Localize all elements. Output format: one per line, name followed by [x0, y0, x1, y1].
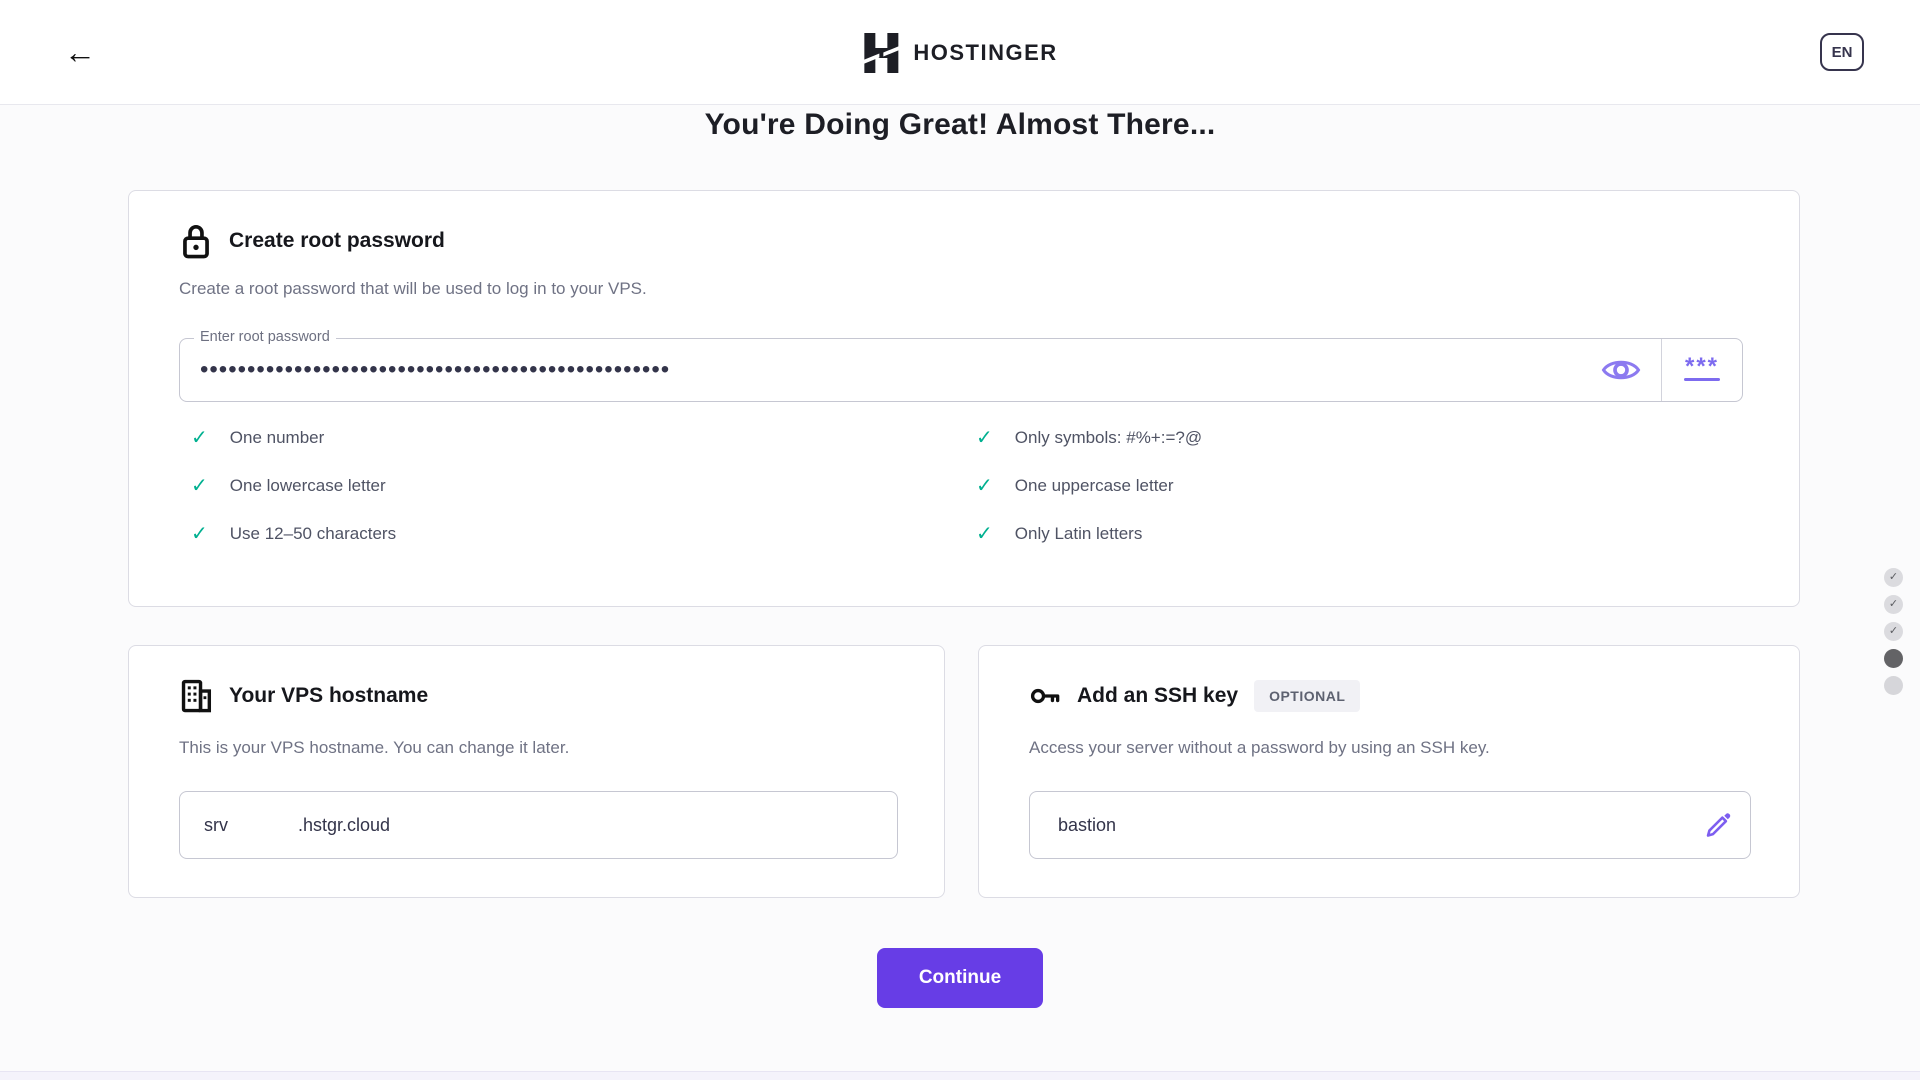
rule-latin-letters: ✓ Only Latin letters — [964, 522, 1659, 546]
check-icon: ✓ — [976, 475, 993, 497]
progress-stepper: ✓ ✓ ✓ — [1884, 568, 1903, 703]
password-field-divider — [1661, 339, 1662, 401]
rule-only-symbols: ✓ Only symbols: #%+:=?@ — [964, 426, 1659, 450]
root-password-field[interactable]: Enter root password ••••••••••••••••••••… — [179, 329, 1743, 402]
back-button[interactable]: ← — [56, 28, 104, 76]
step-upcoming-dot — [1884, 676, 1903, 695]
rule-one-uppercase: ✓ One uppercase letter — [964, 474, 1659, 498]
password-card-description: Create a root password that will be used… — [179, 279, 647, 298]
create-root-password-card: Create root password Create a root passw… — [128, 190, 1800, 607]
brand-name: HOSTINGER — [913, 39, 1058, 65]
bottom-accent-strip — [0, 1071, 1920, 1080]
root-password-field-label: Enter root password — [194, 329, 336, 345]
step-done-icon: ✓ — [1884, 595, 1903, 614]
check-icon: ✓ — [191, 475, 208, 497]
check-icon: ✓ — [976, 523, 993, 545]
continue-button[interactable]: Continue — [877, 948, 1043, 1008]
check-icon: ✓ — [976, 427, 993, 449]
check-icon: ✓ — [1888, 598, 1899, 610]
optional-badge: OPTIONAL — [1254, 680, 1361, 712]
hostname-field[interactable]: srv .hstgr.cloud — [179, 791, 898, 859]
ssh-key-card: Add an SSH key OPTIONAL Access your serv… — [978, 645, 1800, 898]
lock-icon — [183, 225, 209, 259]
ssh-card-header: Add an SSH key OPTIONAL — [1029, 676, 1361, 716]
rule-text: Only symbols: #%+:=?@ — [1014, 428, 1203, 447]
rule-one-number: ✓ One number — [179, 426, 964, 450]
password-card-header: Create root password — [179, 221, 445, 261]
hostname-card-description: This is your VPS hostname. You can chang… — [179, 738, 570, 757]
hostinger-logo: HOSTINGER — [862, 0, 1057, 105]
eye-icon — [1601, 360, 1641, 380]
hostname-prefix: srv — [204, 814, 228, 835]
check-icon: ✓ — [191, 523, 208, 545]
generate-password-button[interactable]: *** — [1662, 339, 1742, 401]
top-header: ← HOSTINGER EN — [0, 0, 1920, 105]
check-icon: ✓ — [1888, 625, 1899, 637]
root-password-masked-value[interactable]: ••••••••••••••••••••••••••••••••••••••••… — [200, 356, 671, 383]
hostname-card-title: Your VPS hostname — [229, 684, 429, 707]
pencil-icon — [1706, 813, 1731, 837]
rule-text: One uppercase letter — [1014, 476, 1174, 495]
rule-text: Use 12–50 characters — [229, 524, 397, 543]
key-icon — [1030, 688, 1060, 704]
edit-ssh-key-button[interactable] — [1686, 792, 1750, 858]
rule-text: One lowercase letter — [229, 476, 386, 495]
generate-password-stars-icon: *** — [1684, 353, 1720, 380]
hostname-suffix: .hstgr.cloud — [298, 814, 391, 835]
show-password-button[interactable] — [1581, 339, 1661, 401]
rule-text: One number — [229, 428, 325, 447]
page-title: You're Doing Great! Almost There... — [704, 108, 1216, 141]
generate-password-underline — [1684, 378, 1720, 381]
check-icon: ✓ — [1888, 571, 1899, 583]
step-current-dot — [1884, 649, 1903, 668]
building-icon — [181, 679, 212, 713]
hostinger-h-icon — [863, 32, 900, 73]
rule-one-lowercase: ✓ One lowercase letter — [179, 474, 964, 498]
step-done-icon: ✓ — [1884, 568, 1903, 587]
hostname-card-header: Your VPS hostname — [179, 676, 428, 716]
check-icon: ✓ — [191, 427, 208, 449]
ssh-key-field[interactable]: bastion — [1029, 791, 1751, 859]
step-done-icon: ✓ — [1884, 622, 1903, 641]
ssh-key-name-value: bastion — [1058, 814, 1117, 835]
password-rules-list: ✓ One number ✓ Only symbols: #%+:=?@ ✓ O… — [179, 426, 1659, 546]
ssh-card-description: Access your server without a password by… — [1029, 738, 1490, 757]
rule-length: ✓ Use 12–50 characters — [179, 522, 964, 546]
language-selector[interactable]: EN — [1820, 33, 1864, 71]
password-card-title: Create root password — [229, 229, 445, 252]
ssh-card-title: Add an SSH key — [1077, 684, 1239, 707]
rule-text: Only Latin letters — [1014, 524, 1143, 543]
vps-hostname-card: Your VPS hostname This is your VPS hostn… — [128, 645, 945, 898]
